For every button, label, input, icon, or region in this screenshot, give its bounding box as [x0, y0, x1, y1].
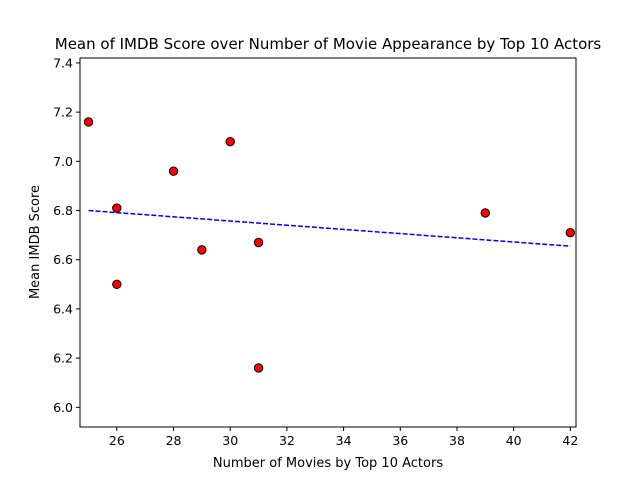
data-point: [565, 227, 576, 238]
y-tick-label: 7.4: [53, 55, 73, 70]
x-tick-label: 42: [562, 433, 578, 448]
y-axis-label: Mean IMDB Score: [28, 185, 43, 299]
y-tick-label: 6.8: [53, 203, 73, 218]
x-tick-label: 38: [449, 433, 465, 448]
data-point: [112, 279, 122, 290]
x-tick-label: 30: [222, 433, 238, 448]
x-tick-label: 28: [166, 433, 182, 448]
data-point: [168, 166, 179, 176]
plot-frame: [79, 57, 577, 428]
data-point: [83, 117, 94, 127]
trendline: [88, 209, 571, 247]
plot-area: [83, 117, 576, 373]
data-point: [112, 203, 122, 213]
x-tick-label: 34: [336, 433, 352, 448]
y-tick-label: 7.0: [53, 154, 73, 169]
data-point: [197, 245, 207, 255]
data-point: [253, 363, 264, 373]
chart-title: Mean of IMDB Score over Number of Movie …: [55, 35, 602, 53]
y-tick-label: 6.4: [53, 301, 73, 316]
data-point: [225, 136, 235, 147]
x-tick-label: 26: [109, 433, 125, 448]
data-point: [480, 208, 491, 218]
y-tick-label: 7.2: [53, 105, 73, 120]
x-tick-label: 40: [506, 433, 522, 448]
y-tick-label: 6.6: [53, 252, 73, 267]
y-tick-label: 6.2: [53, 351, 73, 366]
x-axis-label: Number of Movies by Top 10 Actors: [213, 456, 443, 471]
x-tick-label: 36: [392, 433, 408, 448]
data-point: [253, 237, 264, 248]
x-tick-label: 32: [279, 433, 295, 448]
y-tick-label: 6.0: [53, 400, 73, 415]
